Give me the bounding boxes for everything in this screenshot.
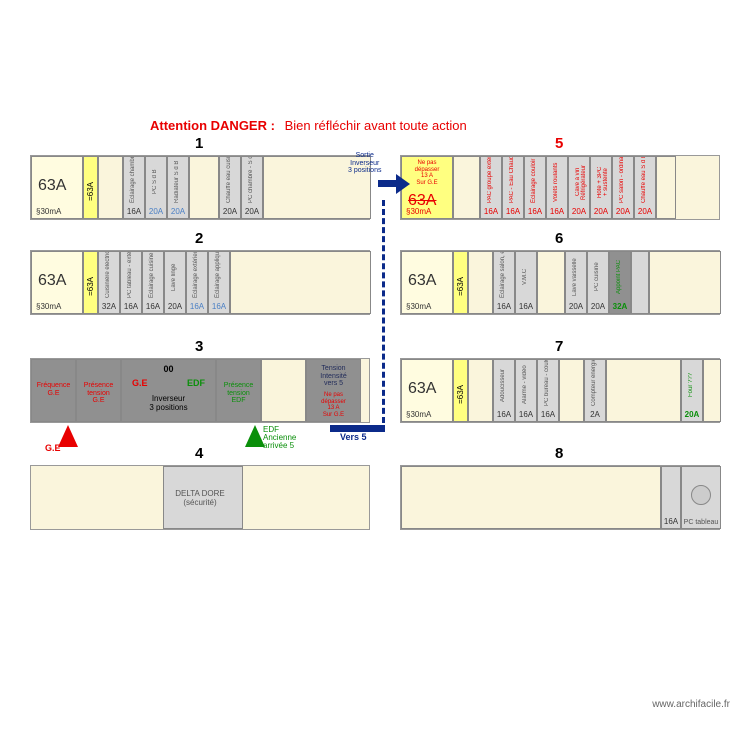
breaker-slot: Cave à vinRéfrigérateur20A bbox=[568, 156, 590, 219]
breaker-slot: V.M.C16A bbox=[515, 251, 537, 314]
breaker-slot: Appoint PAC32A bbox=[609, 251, 631, 314]
breaker-slot: PC bureau - couloir16A bbox=[537, 359, 559, 422]
breaker-slot: Adoucisseur16A bbox=[493, 359, 515, 422]
breaker-slot bbox=[189, 156, 219, 219]
breaker-slot bbox=[468, 359, 493, 422]
breaker-slot: Éclairage chambre16A bbox=[123, 156, 145, 219]
breaker-slot: =63A bbox=[83, 156, 98, 219]
panel-3-inverseur: Fréquence G.EPrésence tension G.E00G.EED… bbox=[30, 358, 370, 423]
breaker-slot bbox=[98, 156, 123, 219]
breaker-slot: Four ???20A bbox=[681, 359, 703, 422]
inverseur-slot: Fréquence G.E bbox=[31, 359, 76, 422]
electrical-panel-2: 63A§30mA=63ACuisinière électrique32APC t… bbox=[30, 250, 370, 315]
panel-number: 1 bbox=[195, 135, 203, 152]
breaker-slot bbox=[649, 251, 721, 314]
breaker-slot bbox=[656, 156, 676, 219]
breaker-slot: PAC - Eau Chaude Sant.16A bbox=[502, 156, 524, 219]
breaker-slot: Éclairage extérieur16A bbox=[186, 251, 208, 314]
breaker-slot bbox=[453, 156, 480, 219]
breaker-slot bbox=[606, 359, 681, 422]
breaker-slot bbox=[559, 359, 584, 422]
inverseur-slot: Présence tension G.E bbox=[76, 359, 121, 422]
inverseur-slot bbox=[261, 359, 306, 422]
warning-header: Attention DANGER : Bien réfléchir avant … bbox=[150, 118, 467, 133]
danger-label: Attention DANGER : bbox=[150, 118, 275, 133]
breaker-slot: Volets roulants16A bbox=[546, 156, 568, 219]
breaker-slot: Compteur énergie2A bbox=[584, 359, 606, 422]
breaker-slot bbox=[703, 359, 721, 422]
electrical-panel-1: 63A§30mA=63A Éclairage chambre16APC S d B… bbox=[30, 155, 370, 220]
inverseur-slot: Présence tension EDF bbox=[216, 359, 261, 422]
panel-number: 7 bbox=[555, 338, 563, 355]
panel-number: 2 bbox=[195, 230, 203, 247]
breaker-slot: Radiateur S d B20A bbox=[167, 156, 189, 219]
breaker-slot: Éclairage couloir - S d B16A bbox=[524, 156, 546, 219]
panel-8: 16APC tableau bbox=[400, 465, 720, 530]
breaker-slot: =63A bbox=[83, 251, 98, 314]
breaker-slot: Éclairage salon, entrée16A bbox=[493, 251, 515, 314]
breaker-slot: Cuisinière électrique32A bbox=[98, 251, 120, 314]
breaker-slot: Hôte + 3PC+ sustente20A bbox=[590, 156, 612, 219]
breaker-slot: Lave vaisselle20A bbox=[565, 251, 587, 314]
main-breaker: 63A§30mA bbox=[31, 156, 83, 219]
breaker-slot: Éclairage cuisine16A bbox=[142, 251, 164, 314]
breaker-slot: Alarme - vidéo16A bbox=[515, 359, 537, 422]
breaker-slot: PC salon - ordinateur20A bbox=[612, 156, 634, 219]
inverseur-slot: Tension Intensité vers 5Ne pas dépasser … bbox=[306, 359, 361, 422]
panel-number: 6 bbox=[555, 230, 563, 247]
breaker-slot: Éclairage applique salon16A bbox=[208, 251, 230, 314]
breaker-slot: PC chambre - S d B20A bbox=[241, 156, 263, 219]
main-breaker: 63A§30mA bbox=[401, 251, 453, 314]
breaker-slot: Chauffe eau S d B20A bbox=[634, 156, 656, 219]
breaker-slot bbox=[230, 251, 371, 314]
footer-link: www.archifacile.fr bbox=[652, 699, 730, 710]
breaker-slot: =63A bbox=[453, 359, 468, 422]
panel-number: 5 bbox=[555, 135, 563, 152]
breaker-slot: PC S d B20A bbox=[145, 156, 167, 219]
main-breaker: 63A§30mA bbox=[31, 251, 83, 314]
breaker-slot: Lave linge20A bbox=[164, 251, 186, 314]
breaker-slot: =63A bbox=[453, 251, 468, 314]
breaker-slot: PC tableau - extérieur16A bbox=[120, 251, 142, 314]
danger-sub: Bien réfléchir avant toute action bbox=[285, 118, 467, 133]
breaker-slot: Chauffe eau cuisine20A bbox=[219, 156, 241, 219]
electrical-panel-7: 63A§30mA=63A Adoucisseur16AAlarme - vidéo… bbox=[400, 358, 720, 423]
breaker-slot bbox=[537, 251, 565, 314]
breaker-slot bbox=[468, 251, 493, 314]
breaker-slot: PAC groupe extérieur16A bbox=[480, 156, 502, 219]
main-breaker: 63A§30mA bbox=[401, 359, 453, 422]
panel-4-delta-dore: DELTA DORE (sécurité) bbox=[30, 465, 370, 530]
electrical-panel-6: 63A§30mA=63A Éclairage salon, entrée16AV.… bbox=[400, 250, 720, 315]
electrical-panel-5: Ne pas dépasser 13 A Sur G.E63A§30mAPAC … bbox=[400, 155, 720, 220]
inverseur-slot: 00G.EEDFInverseur 3 positions bbox=[121, 359, 216, 422]
breaker-slot: PC cuisine20A bbox=[587, 251, 609, 314]
breaker-slot bbox=[631, 251, 649, 314]
